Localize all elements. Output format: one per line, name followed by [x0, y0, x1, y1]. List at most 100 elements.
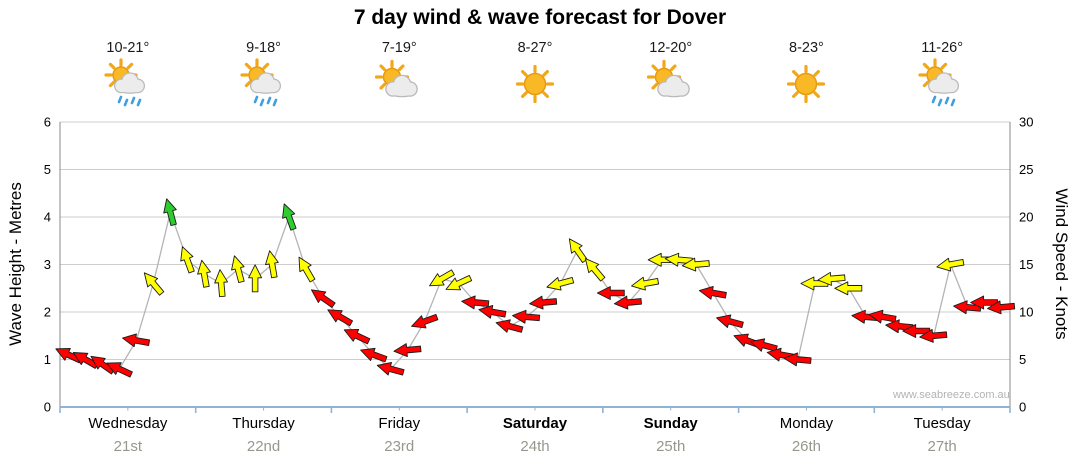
wind-arrow [429, 269, 455, 287]
wind-arrow [783, 352, 812, 367]
day-temp-range: 11-26° [921, 40, 964, 56]
day-name-label: Thursday [232, 415, 295, 432]
day-footer-column: Sunday 25th [603, 415, 739, 455]
raindrop-shape [136, 98, 142, 107]
svg-text:2: 2 [44, 305, 51, 320]
wind-arrow [197, 259, 211, 288]
day-temp-range: 7-19° [381, 40, 417, 56]
cloud-shape [113, 72, 145, 94]
day-name-label: Tuesday [913, 415, 971, 432]
wind-arrow [265, 250, 279, 279]
wind-arrow [970, 295, 999, 310]
wind-arrow [163, 198, 177, 227]
svg-text:0: 0 [1019, 400, 1026, 415]
day-footer-column: Monday 26th [739, 415, 875, 455]
wind-arrow [376, 362, 405, 376]
day-date-label: 23rd [384, 438, 415, 455]
raindrop-shape [266, 96, 271, 105]
day-name-label: Friday [378, 415, 421, 432]
day-temp-range: 10-21° [106, 40, 150, 56]
wind-arrow [393, 343, 422, 358]
day-header-column: 8-23° [739, 40, 875, 110]
cloud-shape [249, 72, 281, 94]
day-date-label: 25th [656, 438, 686, 455]
wind-arrow [343, 329, 371, 345]
wind-arrow [461, 295, 490, 310]
day-date-label: 26th [791, 438, 822, 455]
raindrop-shape [117, 95, 123, 104]
wind-arrow [282, 203, 297, 231]
day-footer-column: Thursday 22nd [196, 415, 332, 455]
day-header-column: 7-19° [331, 40, 467, 110]
raindrop-shape [259, 98, 264, 107]
day-temp-range: 8-23° [789, 40, 824, 56]
watermark: www.seabreeze.com.au [893, 389, 1010, 401]
day-name-label: Monday [779, 415, 834, 432]
wind-arrow [613, 295, 642, 310]
wind-arrow [546, 276, 575, 291]
raindrop-shape [944, 96, 950, 105]
day-date-label: 27th [927, 438, 957, 455]
cloud-shape [385, 74, 419, 98]
wind-arrow [248, 264, 263, 293]
day-header-column: 11-26° [874, 40, 1010, 110]
svg-text:30: 30 [1019, 115, 1033, 130]
raindrop-shape [950, 98, 956, 107]
day-header-column: 8-27° [467, 40, 603, 110]
left-axis-title: Wave Height - Metres [6, 182, 25, 346]
day-header-column: 10-21° [60, 40, 196, 110]
wind-arrow [180, 246, 195, 274]
left-axis-ticks: 0 1 2 3 4 5 6 [44, 115, 51, 415]
svg-text:0: 0 [44, 400, 51, 415]
raindrop-shape [931, 95, 937, 104]
wind-arrows [55, 198, 1016, 378]
day-date-label: 22nd [246, 438, 281, 455]
wind-arrow [868, 309, 897, 324]
wind-arrow [716, 314, 744, 329]
wind-arrow [698, 285, 727, 300]
sun-cloud-icon [646, 59, 690, 98]
wind-arrow [750, 338, 778, 352]
raindrop-shape [253, 95, 258, 104]
wind-arrow [106, 362, 133, 378]
right-axis-title: Wind Speed - Knots [1052, 188, 1071, 340]
svg-text:6: 6 [44, 115, 51, 130]
svg-text:20: 20 [1019, 210, 1033, 225]
gridlines [60, 121, 1010, 360]
raindrop-shape [937, 98, 943, 107]
axes [59, 122, 1011, 413]
chart-title: 7 day wind & wave forecast for Dover [353, 6, 727, 29]
day-date-label: 21st [113, 438, 143, 455]
wind-arrow [231, 255, 245, 284]
right-axis-ticks: 0 5 10 15 20 25 30 [1019, 115, 1033, 415]
wind-arrow [936, 257, 965, 272]
sun-cloud-rain-icon [918, 58, 960, 107]
wind-arrow [495, 319, 524, 333]
sun-cloud-icon [375, 59, 419, 98]
svg-text:1: 1 [44, 352, 51, 367]
wind-arrow [298, 256, 316, 283]
wind-arrow [214, 269, 229, 298]
wind-arrow [327, 309, 354, 327]
sun-cloud-rain-icon [239, 58, 281, 107]
wind-arrow [596, 286, 625, 300]
sun-icon [787, 64, 826, 104]
wind-arrow [411, 313, 439, 329]
day-name-label: Wednesday [88, 415, 168, 432]
wind-arrow [584, 258, 606, 282]
wind-arrow [143, 272, 165, 296]
cloud-shape [928, 72, 960, 94]
raindrop-shape [130, 96, 136, 105]
day-name-label: Sunday [643, 415, 698, 432]
wind-arrow [568, 238, 588, 264]
wind-arrow [310, 289, 336, 309]
raindrop-shape [123, 98, 129, 107]
svg-text:15: 15 [1019, 257, 1033, 272]
day-header-column: 9-18° [196, 40, 332, 110]
cloud-shape [656, 74, 690, 98]
day-date-label: 24th [520, 438, 550, 455]
svg-text:25: 25 [1019, 162, 1033, 177]
svg-text:10: 10 [1019, 305, 1033, 320]
